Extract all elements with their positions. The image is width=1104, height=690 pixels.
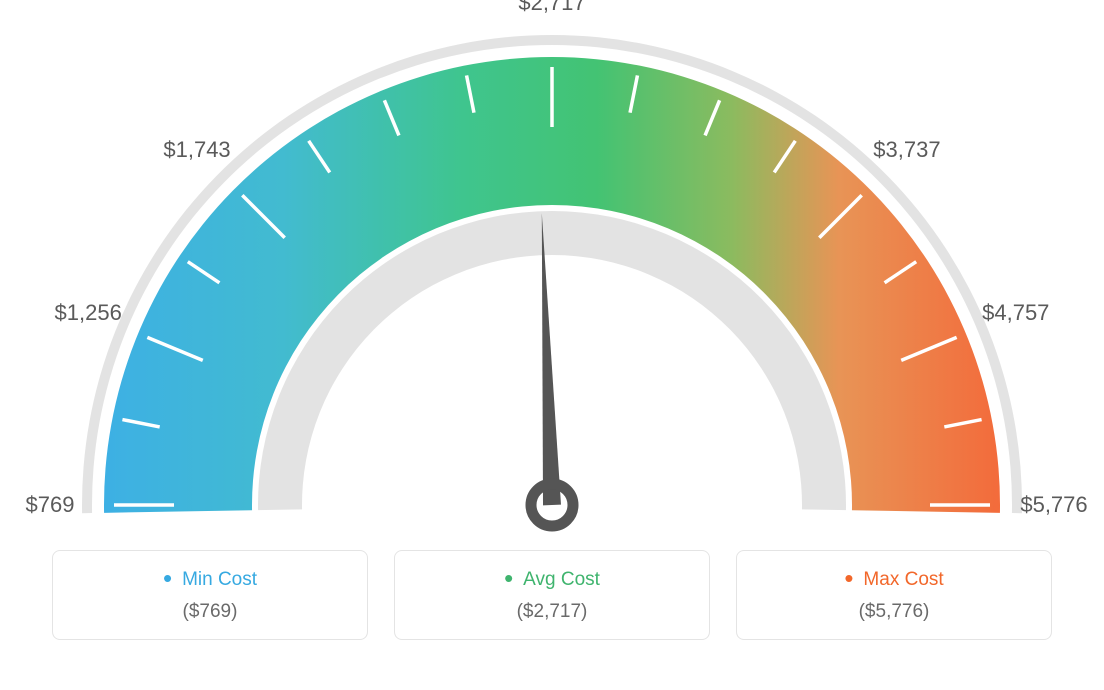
gauge-tick-label: $1,743 bbox=[163, 137, 230, 163]
legend-avg-value: ($2,717) bbox=[405, 601, 699, 623]
legend-card-min: Min Cost ($769) bbox=[52, 550, 368, 640]
gauge-chart: $769 $1,256 $1,743 $2,717 $3,737 $4,757 $5,776 bbox=[0, 0, 1104, 540]
legend-avg-label: Avg Cost bbox=[405, 569, 699, 591]
gauge-svg bbox=[0, 0, 1104, 540]
gauge-tick-label: $3,737 bbox=[873, 137, 940, 163]
gauge-tick-label: $2,717 bbox=[518, 0, 585, 16]
legend-min-label: Min Cost bbox=[63, 569, 357, 591]
legend-max-label: Max Cost bbox=[747, 569, 1041, 591]
gauge-tick-label: $5,776 bbox=[1020, 492, 1087, 518]
legend-card-avg: Avg Cost ($2,717) bbox=[394, 550, 710, 640]
legend-min-value: ($769) bbox=[63, 601, 357, 623]
legend-card-max: Max Cost ($5,776) bbox=[736, 550, 1052, 640]
gauge-tick-label: $769 bbox=[26, 492, 75, 518]
legend-max-value: ($5,776) bbox=[747, 601, 1041, 623]
gauge-tick-label: $4,757 bbox=[982, 300, 1049, 326]
legend-row: Min Cost ($769) Avg Cost ($2,717) Max Co… bbox=[0, 540, 1104, 640]
gauge-tick-label: $1,256 bbox=[55, 300, 122, 326]
